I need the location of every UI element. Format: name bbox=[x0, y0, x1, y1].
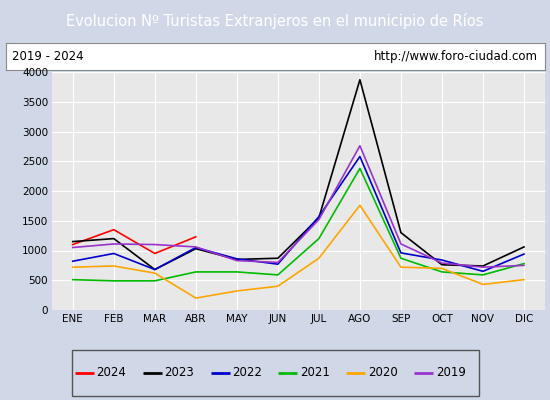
Text: 2024: 2024 bbox=[97, 366, 126, 380]
Text: 2021: 2021 bbox=[300, 366, 330, 380]
Text: 2019: 2019 bbox=[436, 366, 466, 380]
Text: 2022: 2022 bbox=[232, 366, 262, 380]
Text: http://www.foro-ciudad.com: http://www.foro-ciudad.com bbox=[374, 50, 538, 63]
Text: 2019 - 2024: 2019 - 2024 bbox=[12, 50, 84, 63]
Text: 2023: 2023 bbox=[164, 366, 194, 380]
Text: Evolucion Nº Turistas Extranjeros en el municipio de Ríos: Evolucion Nº Turistas Extranjeros en el … bbox=[66, 13, 484, 29]
Text: 2020: 2020 bbox=[368, 366, 398, 380]
